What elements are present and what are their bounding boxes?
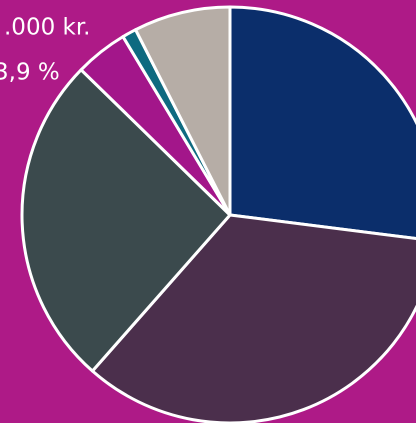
annotation: 3,9 % <box>0 60 60 86</box>
pie-slice <box>90 213 416 423</box>
pie <box>20 5 416 423</box>
pie-slice <box>228 5 416 241</box>
pie-slice <box>134 5 232 217</box>
annotation: .000 kr. <box>4 15 91 41</box>
pie-slice <box>20 68 232 373</box>
